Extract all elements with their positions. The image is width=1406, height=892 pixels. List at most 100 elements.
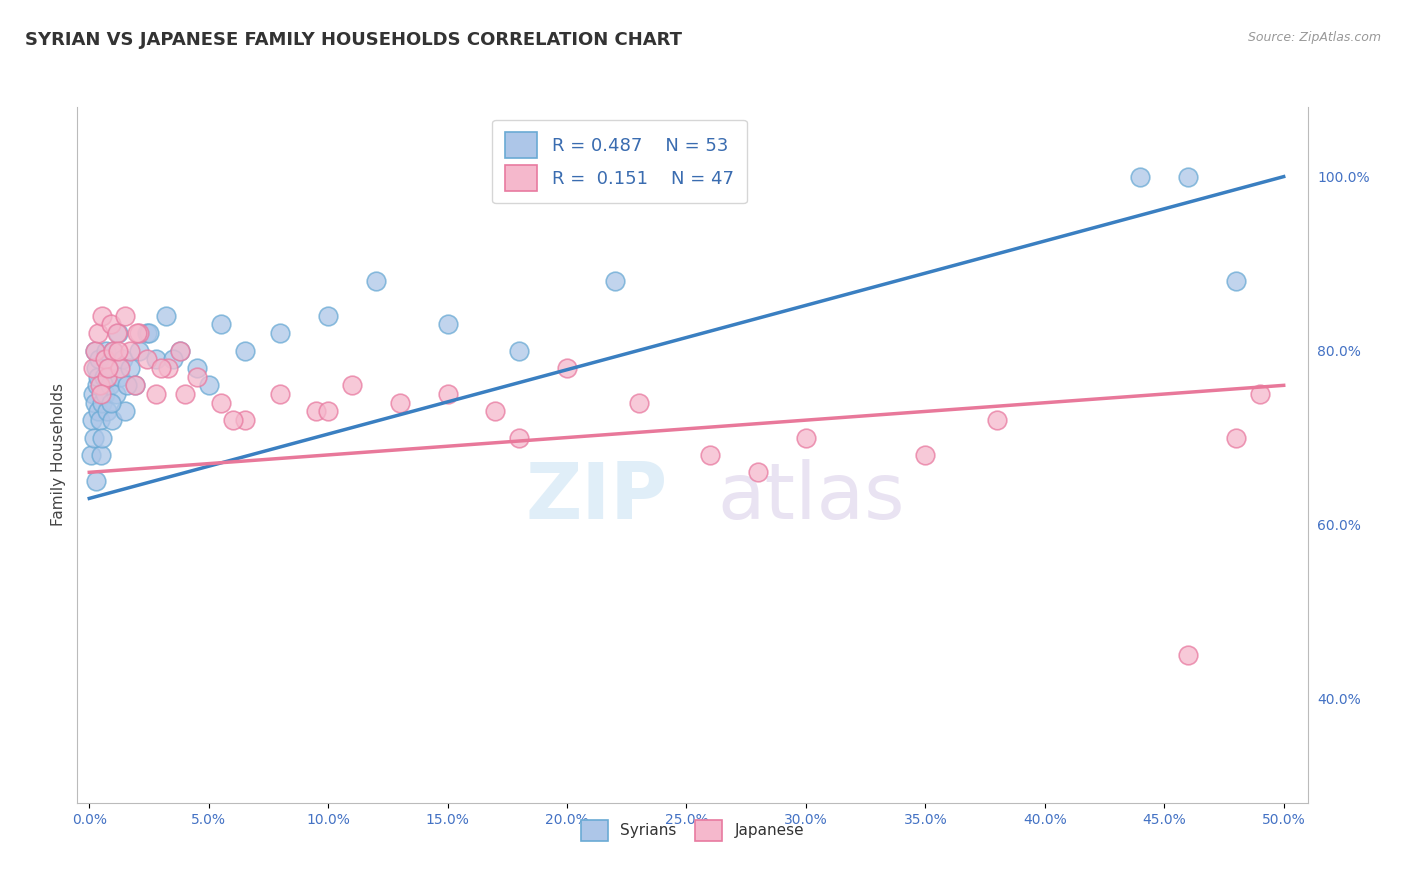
Point: [627, 396, 650, 410]
Point: [96, 369, 118, 384]
Point: [89, 413, 111, 427]
Text: atlas: atlas: [717, 458, 904, 534]
Point: [699, 448, 721, 462]
Point: [145, 352, 167, 367]
Point: [138, 326, 160, 341]
Point: [555, 361, 578, 376]
Point: [155, 309, 177, 323]
Point: [90, 448, 112, 462]
Point: [100, 318, 122, 332]
Point: [91, 431, 114, 445]
Point: [269, 326, 291, 341]
Legend: Syrians, Japanese: Syrians, Japanese: [575, 814, 810, 847]
Point: [794, 431, 817, 445]
Y-axis label: Family Households: Family Households: [51, 384, 66, 526]
Point: [233, 413, 256, 427]
Point: [124, 378, 146, 392]
Point: [110, 361, 132, 376]
Point: [128, 326, 150, 341]
Point: [86, 378, 108, 392]
Point: [82, 413, 104, 427]
Text: Source: ZipAtlas.com: Source: ZipAtlas.com: [1247, 31, 1381, 45]
Point: [914, 448, 936, 462]
Point: [135, 352, 157, 367]
Point: [101, 343, 124, 358]
Point: [101, 343, 124, 358]
Point: [98, 378, 121, 392]
Point: [94, 387, 117, 401]
Point: [162, 352, 184, 367]
Point: [186, 361, 208, 376]
Point: [84, 343, 107, 358]
Point: [105, 326, 128, 341]
Point: [86, 404, 108, 418]
Point: [1129, 169, 1152, 184]
Point: [364, 274, 387, 288]
Point: [84, 361, 107, 376]
Point: [305, 404, 328, 418]
Point: [1249, 387, 1271, 401]
Point: [135, 326, 157, 341]
Point: [110, 369, 132, 384]
Point: [93, 369, 115, 384]
Point: [83, 396, 105, 410]
Point: [986, 413, 1008, 427]
Point: [145, 387, 167, 401]
Point: [169, 343, 191, 358]
Text: ZIP: ZIP: [526, 458, 668, 534]
Point: [508, 431, 530, 445]
Point: [89, 352, 111, 367]
Point: [91, 396, 114, 410]
Point: [104, 387, 127, 401]
Point: [128, 343, 150, 358]
Point: [86, 326, 108, 341]
Point: [173, 387, 195, 401]
Point: [221, 413, 243, 427]
Point: [316, 309, 339, 323]
Point: [124, 378, 146, 392]
Point: [157, 361, 180, 376]
Point: [101, 413, 124, 427]
Point: [118, 361, 141, 376]
Point: [86, 474, 108, 488]
Point: [603, 274, 626, 288]
Point: [83, 431, 105, 445]
Point: [186, 369, 208, 384]
Point: [80, 448, 103, 462]
Point: [87, 369, 110, 384]
Point: [117, 378, 139, 392]
Point: [89, 378, 111, 392]
Point: [100, 396, 122, 410]
Point: [436, 318, 458, 332]
Point: [1177, 169, 1199, 184]
Point: [436, 387, 458, 401]
Point: [340, 378, 363, 392]
Point: [82, 387, 104, 401]
Point: [747, 466, 769, 480]
Point: [118, 343, 141, 358]
Point: [94, 343, 117, 358]
Point: [91, 309, 114, 323]
Point: [114, 404, 136, 418]
Point: [508, 343, 530, 358]
Point: [94, 352, 117, 367]
Point: [90, 387, 112, 401]
Point: [169, 343, 191, 358]
Point: [111, 352, 134, 367]
Point: [197, 378, 219, 392]
Point: [84, 343, 107, 358]
Point: [209, 396, 232, 410]
Point: [1177, 648, 1199, 662]
Point: [1225, 431, 1247, 445]
Point: [114, 309, 136, 323]
Point: [97, 361, 120, 376]
Point: [96, 404, 118, 418]
Point: [107, 326, 129, 341]
Point: [107, 343, 129, 358]
Point: [233, 343, 256, 358]
Point: [209, 318, 232, 332]
Point: [316, 404, 339, 418]
Point: [97, 361, 120, 376]
Point: [82, 361, 104, 376]
Point: [149, 361, 172, 376]
